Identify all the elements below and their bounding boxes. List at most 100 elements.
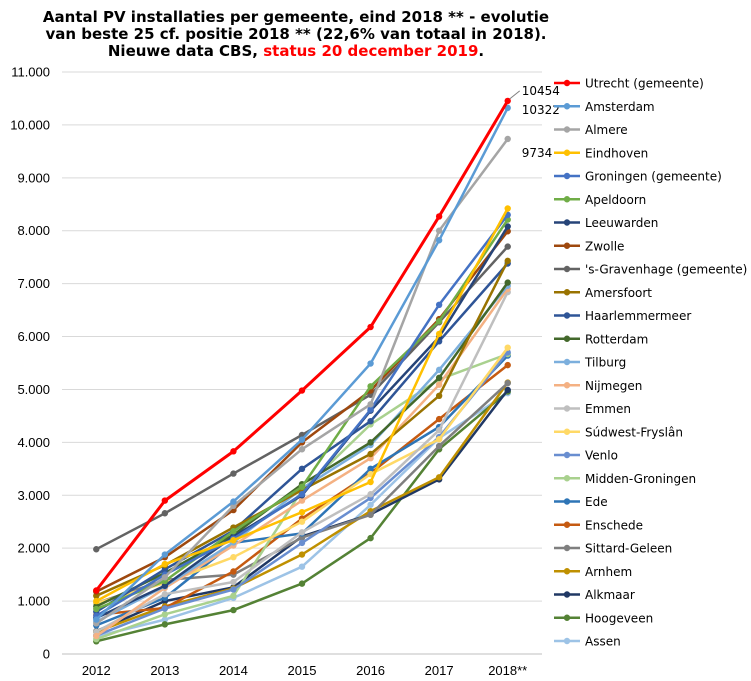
data-point <box>504 379 511 387</box>
legend-label: Haarlemmermeer <box>585 309 691 323</box>
data-point <box>435 442 443 450</box>
data-point <box>435 318 443 325</box>
legend: Utrecht (gemeente) Amsterdam Almere Eindhov… <box>554 77 747 649</box>
title-status: status 20 december 2019 <box>263 42 478 60</box>
y-tick-label: 3.000 <box>17 488 50 503</box>
data-point <box>93 632 100 640</box>
legend-item: Amersfoort <box>554 286 652 300</box>
legend-label: Midden-Groningen <box>585 472 696 486</box>
data-point <box>435 474 443 481</box>
data-point <box>504 279 511 286</box>
series-3 <box>93 205 511 605</box>
data-point <box>435 392 443 400</box>
legend-label: Alkmaar <box>585 588 635 602</box>
data-point <box>298 551 306 558</box>
series-1 <box>93 104 511 623</box>
data-point <box>367 465 374 473</box>
legend-label: Leeuwarden <box>585 216 658 230</box>
legend-label: Nijmegen <box>585 379 642 393</box>
data-point <box>504 361 511 369</box>
legend-swatch-marker <box>563 335 571 342</box>
legend-item: Eindhoven <box>554 146 648 160</box>
data-point <box>230 528 237 535</box>
legend-swatch-marker <box>563 149 571 156</box>
data-point <box>367 450 374 458</box>
legend-label: Zwolle <box>585 239 624 253</box>
y-axis-ticks: 0 1.000 2.000 3.000 4.000 5.000 6.000 7.000 8.00… <box>10 65 50 662</box>
legend-swatch-marker <box>563 312 571 319</box>
legend-label: Eindhoven <box>585 146 648 160</box>
legend-label: Rotterdam <box>585 332 648 346</box>
data-point <box>298 518 306 525</box>
legend-swatch-marker <box>563 614 571 621</box>
data-point <box>435 415 443 423</box>
data-point <box>367 534 374 542</box>
legend-label: Amersfoort <box>585 286 652 300</box>
data-point <box>230 578 237 586</box>
data-point <box>367 501 374 508</box>
data-point <box>435 435 443 443</box>
legend-item: Venlo <box>554 449 618 463</box>
data-point <box>93 546 100 553</box>
x-tick-label: 2016 <box>356 663 385 678</box>
legend-label: Hoogeveen <box>585 611 653 625</box>
legend-label: 's-Gravenhage (gemeente) <box>585 263 747 277</box>
data-point <box>298 446 306 453</box>
legend-label: Groningen (gemeente) <box>585 170 722 184</box>
legend-swatch-marker <box>563 265 571 273</box>
data-point <box>298 563 306 570</box>
data-point <box>298 436 306 443</box>
series-0 <box>93 97 511 594</box>
data-point <box>367 360 374 367</box>
legend-label: Sittard-Geleen <box>585 542 672 556</box>
legend-item: Alkmaar <box>554 588 635 602</box>
legend-swatch-marker <box>563 289 571 296</box>
data-point <box>93 616 100 623</box>
data-point <box>230 592 237 599</box>
data-point <box>298 497 306 504</box>
y-tick-label: 1.000 <box>17 594 50 609</box>
legend-label: Utrecht (gemeente) <box>585 77 704 91</box>
legend-swatch-marker <box>563 428 571 435</box>
legend-item: Emmen <box>554 402 631 416</box>
title-line-3-suffix: . <box>478 42 484 60</box>
legend-swatch-marker <box>563 79 571 87</box>
legend-item: Assen <box>554 635 621 649</box>
legend-item: 's-Gravenhage (gemeente) <box>554 263 747 277</box>
y-tick-label: 2.000 <box>17 541 50 556</box>
legend-swatch-marker <box>563 405 571 412</box>
legend-item: Leeuwarden <box>554 216 658 230</box>
data-label: 10454 <box>522 84 560 98</box>
legend-label: Arnhem <box>585 565 632 579</box>
legend-label: Amsterdam <box>585 100 655 114</box>
y-tick-label: 0 <box>43 647 50 662</box>
data-point <box>504 257 511 265</box>
data-point <box>298 465 306 473</box>
legend-swatch-marker <box>563 637 571 645</box>
legend-item: Almere <box>554 123 628 137</box>
data-point <box>298 483 306 491</box>
data-point <box>161 551 169 558</box>
y-tick-label: 11.000 <box>11 65 50 80</box>
legend-label: Assen <box>585 635 621 649</box>
data-point <box>435 426 443 434</box>
data-point <box>367 491 374 498</box>
legend-label: Almere <box>585 123 628 137</box>
x-tick-label: 2014 <box>219 663 248 678</box>
legend-item: Apeldoorn <box>554 193 646 207</box>
data-point <box>161 560 169 568</box>
data-point <box>161 510 169 517</box>
x-tick-label: 2012 <box>82 663 111 678</box>
data-point <box>161 621 169 628</box>
x-axis-ticks: 2012 2013 2014 2015 2016 2017 2018** <box>82 663 527 678</box>
data-label: 10322 <box>522 103 560 117</box>
data-point <box>161 497 169 504</box>
data-point <box>435 237 443 244</box>
data-point <box>161 611 169 618</box>
data-labels: 10454 10322 9734 <box>509 84 560 160</box>
legend-swatch-marker <box>563 219 571 226</box>
data-label: 9734 <box>522 146 553 160</box>
data-point <box>161 582 169 589</box>
legend-swatch-marker <box>563 172 571 180</box>
x-tick-label: 2013 <box>150 663 179 678</box>
